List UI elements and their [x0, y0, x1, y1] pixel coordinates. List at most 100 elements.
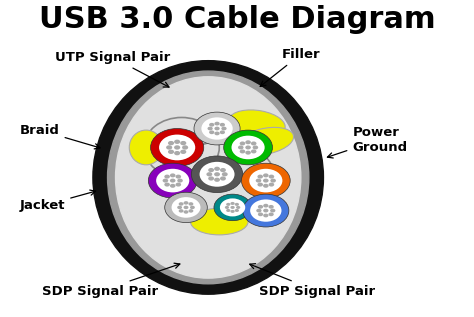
Circle shape	[220, 130, 225, 134]
Text: Braid: Braid	[20, 124, 100, 149]
Circle shape	[230, 206, 235, 209]
Circle shape	[200, 162, 235, 187]
Circle shape	[177, 178, 183, 183]
Circle shape	[258, 212, 263, 216]
Circle shape	[214, 178, 220, 182]
Circle shape	[214, 172, 220, 176]
Circle shape	[263, 209, 268, 212]
Circle shape	[263, 178, 269, 183]
Circle shape	[222, 172, 228, 176]
Circle shape	[240, 141, 245, 146]
Circle shape	[163, 178, 168, 183]
Circle shape	[165, 192, 207, 223]
Circle shape	[236, 206, 240, 209]
Circle shape	[257, 175, 263, 178]
Circle shape	[148, 163, 197, 198]
Circle shape	[156, 169, 189, 192]
Circle shape	[183, 201, 189, 204]
Circle shape	[209, 123, 214, 126]
Text: USB 3.0 Cable Diagram: USB 3.0 Cable Diagram	[39, 5, 435, 35]
Circle shape	[206, 172, 212, 176]
Circle shape	[166, 145, 172, 150]
Circle shape	[268, 205, 274, 209]
Circle shape	[220, 123, 225, 126]
Circle shape	[253, 146, 258, 149]
Circle shape	[230, 210, 235, 213]
Text: SDP Signal Pair: SDP Signal Pair	[250, 264, 375, 298]
Circle shape	[208, 168, 214, 172]
Circle shape	[201, 117, 233, 140]
Circle shape	[230, 202, 235, 205]
Ellipse shape	[93, 61, 323, 294]
Circle shape	[220, 176, 226, 181]
Circle shape	[235, 203, 239, 206]
Circle shape	[224, 130, 273, 165]
Circle shape	[175, 183, 181, 187]
Circle shape	[189, 209, 193, 213]
Circle shape	[174, 151, 180, 155]
Circle shape	[208, 126, 213, 130]
Ellipse shape	[191, 208, 248, 235]
Circle shape	[208, 176, 214, 181]
Circle shape	[214, 167, 220, 171]
Circle shape	[245, 151, 251, 155]
Circle shape	[183, 210, 189, 214]
Circle shape	[180, 150, 186, 154]
Circle shape	[164, 183, 170, 187]
Circle shape	[214, 126, 220, 130]
Circle shape	[270, 209, 275, 212]
Circle shape	[220, 168, 226, 172]
Circle shape	[251, 149, 256, 153]
Circle shape	[263, 173, 269, 178]
Ellipse shape	[238, 127, 293, 155]
Circle shape	[256, 209, 262, 212]
Ellipse shape	[108, 71, 309, 284]
Circle shape	[245, 140, 251, 144]
Circle shape	[268, 212, 274, 216]
Circle shape	[170, 184, 175, 188]
Circle shape	[174, 139, 180, 144]
Circle shape	[238, 146, 244, 149]
Circle shape	[263, 204, 268, 208]
Circle shape	[151, 128, 204, 166]
Text: SDP Signal Pair: SDP Signal Pair	[42, 263, 180, 298]
Circle shape	[257, 183, 263, 187]
Circle shape	[177, 206, 182, 209]
Text: UTP Signal Pair: UTP Signal Pair	[55, 51, 171, 87]
Circle shape	[194, 112, 240, 145]
Circle shape	[159, 135, 195, 160]
Circle shape	[245, 146, 251, 149]
Circle shape	[168, 141, 174, 145]
Text: Jacket: Jacket	[20, 190, 96, 212]
Circle shape	[269, 175, 274, 178]
Circle shape	[180, 141, 186, 145]
Circle shape	[251, 141, 256, 146]
Circle shape	[270, 178, 276, 183]
Circle shape	[258, 205, 263, 209]
Circle shape	[214, 122, 220, 126]
Circle shape	[168, 150, 174, 154]
Circle shape	[170, 173, 175, 178]
Circle shape	[175, 175, 181, 178]
Circle shape	[243, 194, 289, 227]
Circle shape	[249, 169, 283, 192]
Circle shape	[172, 197, 201, 218]
Circle shape	[189, 202, 193, 206]
Circle shape	[174, 145, 180, 150]
Circle shape	[269, 183, 274, 187]
Circle shape	[225, 206, 229, 209]
Circle shape	[191, 156, 243, 193]
Ellipse shape	[129, 130, 163, 165]
Circle shape	[255, 178, 261, 183]
Circle shape	[231, 136, 264, 159]
Circle shape	[263, 214, 268, 217]
Circle shape	[241, 163, 290, 198]
Circle shape	[214, 132, 220, 135]
Circle shape	[190, 206, 195, 209]
Ellipse shape	[228, 110, 285, 138]
Circle shape	[235, 209, 239, 212]
Ellipse shape	[116, 77, 301, 278]
Circle shape	[179, 202, 183, 206]
Circle shape	[214, 194, 251, 221]
Circle shape	[179, 209, 183, 213]
